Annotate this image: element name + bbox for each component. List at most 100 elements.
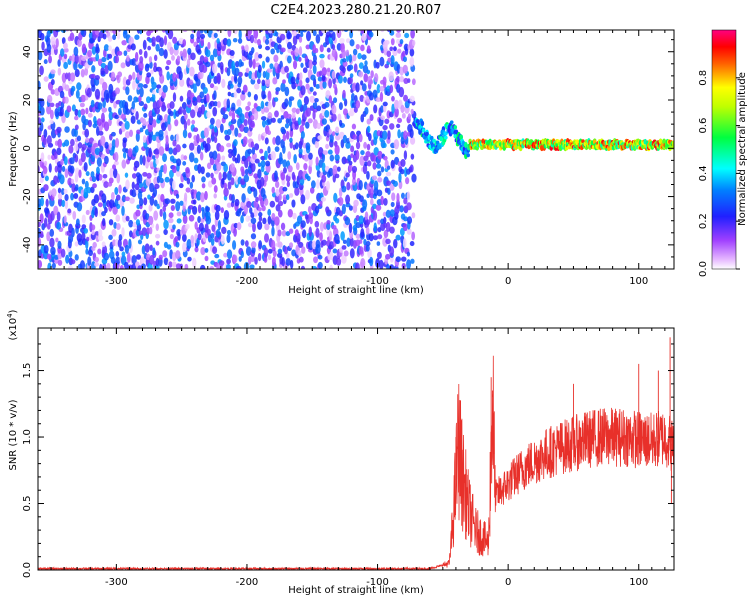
heatmap-cell — [399, 168, 405, 175]
heatmap-cell — [373, 180, 379, 191]
heatmap-cell — [247, 130, 253, 137]
heatmap-cell — [366, 183, 371, 191]
heatmap-cell — [406, 259, 412, 269]
heatmap-cell — [352, 54, 357, 62]
heatmap-cell — [226, 234, 231, 244]
heatmap-cell — [346, 237, 351, 247]
heatmap-cell — [139, 30, 143, 35]
heatmap-cell — [136, 204, 141, 210]
heatmap-cell — [331, 225, 337, 230]
heatmap-cell — [153, 62, 157, 68]
heatmap-cell — [309, 186, 315, 194]
heatmap-cell — [168, 261, 173, 268]
snr-y-multiplier-base: (x10 — [8, 318, 19, 341]
heatmap-cell — [386, 50, 392, 58]
heatmap-cell — [243, 204, 248, 215]
heatmap-cell — [376, 251, 382, 260]
heatmap-cell — [43, 217, 48, 228]
heatmap-cell — [179, 200, 184, 206]
heatmap-cell — [254, 52, 260, 62]
heatmap-cell — [349, 237, 354, 247]
heatmap-cell — [325, 206, 330, 214]
heatmap-cell — [109, 167, 114, 178]
heatmap-cell — [96, 166, 100, 175]
heatmap-cell — [182, 242, 187, 253]
heatmap-cell — [331, 70, 336, 80]
heatmap-cell — [387, 130, 391, 140]
heatmap-cell — [328, 78, 333, 89]
heatmap-cell — [223, 252, 228, 258]
heatmap-cell — [319, 232, 323, 242]
heatmap-cell — [188, 142, 195, 151]
heatmap-cell — [129, 197, 135, 204]
heatmap-cell — [163, 35, 168, 46]
heatmap-cell — [87, 256, 92, 267]
heatmap-cell — [80, 69, 85, 78]
heatmap-cell — [358, 239, 363, 244]
heatmap-cell — [406, 202, 412, 211]
heatmap-cell — [110, 71, 116, 81]
heatmap-cell — [131, 255, 137, 265]
heatmap-cell — [181, 102, 187, 110]
heatmap-cell — [39, 98, 45, 108]
heatmap-cell — [333, 83, 337, 89]
heatmap-cell — [393, 99, 400, 110]
heatmap-cell — [213, 85, 219, 91]
heatmap-cell — [281, 229, 287, 237]
heatmap-cell — [196, 144, 201, 154]
heatmap-cell — [108, 177, 114, 184]
heatmap-cell — [59, 174, 65, 185]
heatmap-cell — [298, 56, 302, 62]
heatmap-cell — [285, 231, 291, 237]
heatmap-cell — [332, 164, 338, 175]
heatmap-cell — [403, 216, 409, 222]
heatmap-cell — [372, 210, 378, 221]
heatmap-cell — [351, 123, 357, 130]
heatmap-cell — [321, 30, 326, 34]
heatmap-cell — [403, 94, 409, 102]
heatmap-cell — [396, 30, 402, 33]
heatmap-cell — [313, 256, 318, 264]
heatmap-cell — [297, 117, 302, 126]
heatmap-cell — [60, 159, 64, 166]
heatmap-cell — [232, 254, 238, 264]
heatmap-cell — [196, 133, 200, 144]
heatmap-cell — [139, 127, 144, 133]
colorbar-tick-label: 0.0 — [698, 261, 709, 277]
heatmap-cell — [38, 221, 41, 228]
heatmap-cell — [46, 253, 53, 260]
heatmap-cell — [327, 149, 333, 155]
heatmap-cell — [148, 147, 152, 158]
heatmap-cell — [277, 209, 283, 218]
heatmap-cell — [358, 195, 364, 202]
heatmap-cell — [158, 47, 165, 57]
heatmap-cell — [83, 118, 90, 126]
heatmap-cell — [234, 198, 240, 207]
heatmap-cell — [321, 239, 327, 246]
heatmap-cell — [231, 60, 236, 71]
heatmap-cell — [364, 107, 369, 115]
heatmap-cell — [161, 91, 166, 99]
heatmap-cell — [288, 116, 292, 127]
heatmap-cell — [366, 118, 371, 125]
heatmap-cell — [122, 76, 127, 87]
heatmap-cell — [352, 48, 358, 56]
heatmap-cell — [389, 84, 394, 94]
heatmap-cell — [84, 137, 90, 144]
heatmap-cell — [125, 86, 130, 96]
heatmap-cell — [94, 88, 101, 100]
heatmap-cell — [403, 77, 409, 84]
heatmap-cell — [170, 198, 176, 204]
heatmap-cell — [115, 194, 121, 201]
heatmap-cell — [223, 163, 228, 173]
heatmap-cell — [326, 220, 331, 225]
heatmap-cell — [146, 72, 152, 78]
heatmap-cell — [91, 46, 97, 55]
heatmap-cell — [244, 44, 249, 52]
heatmap-cell — [132, 71, 136, 81]
heatmap-cell — [158, 146, 165, 156]
heatmap-cell — [250, 47, 255, 54]
heatmap-cell — [182, 233, 187, 242]
heatmap-cell — [342, 239, 347, 245]
heatmap-cell — [125, 148, 129, 154]
